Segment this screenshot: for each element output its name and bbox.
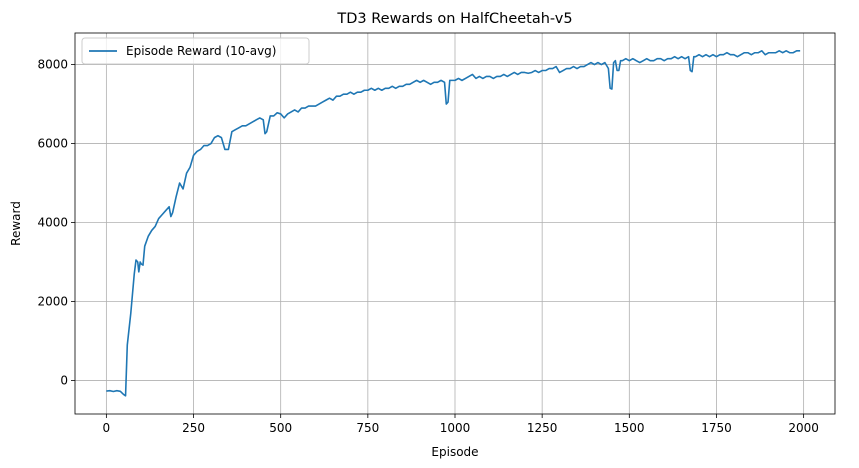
x-tick-label: 1000 bbox=[440, 421, 471, 435]
x-tick-label: 1750 bbox=[701, 421, 732, 435]
chart-title: TD3 Rewards on HalfCheetah-v5 bbox=[336, 11, 572, 27]
y-tick-label: 4000 bbox=[37, 216, 68, 230]
legend-label: Episode Reward (10-avg) bbox=[126, 44, 276, 58]
ticks: 0 250 500 750 1000 1250 1500 1750 2000 0 2000 4000 6… bbox=[37, 58, 818, 435]
x-tick-label: 1250 bbox=[527, 421, 558, 435]
x-tick-label: 1500 bbox=[614, 421, 645, 435]
x-tick-label: 2000 bbox=[788, 421, 819, 435]
legend-box bbox=[81, 37, 310, 65]
plot-line-group bbox=[106, 49, 801, 397]
series-line bbox=[106, 49, 801, 397]
y-axis-label: Reward bbox=[9, 201, 23, 246]
y-tick-label: 6000 bbox=[37, 137, 68, 151]
x-tick-label: 0 bbox=[103, 421, 111, 435]
y-tick-label: 2000 bbox=[37, 294, 68, 308]
y-tick-label: 8000 bbox=[37, 58, 68, 72]
x-tick-label: 250 bbox=[182, 421, 205, 435]
legend: Episode Reward (10-avg) bbox=[81, 37, 310, 65]
grid bbox=[75, 33, 835, 414]
x-tick-label: 500 bbox=[269, 421, 292, 435]
y-tick-label: 0 bbox=[60, 373, 68, 387]
x-tick-label: 750 bbox=[356, 421, 379, 435]
x-axis-label: Episode bbox=[431, 445, 478, 459]
